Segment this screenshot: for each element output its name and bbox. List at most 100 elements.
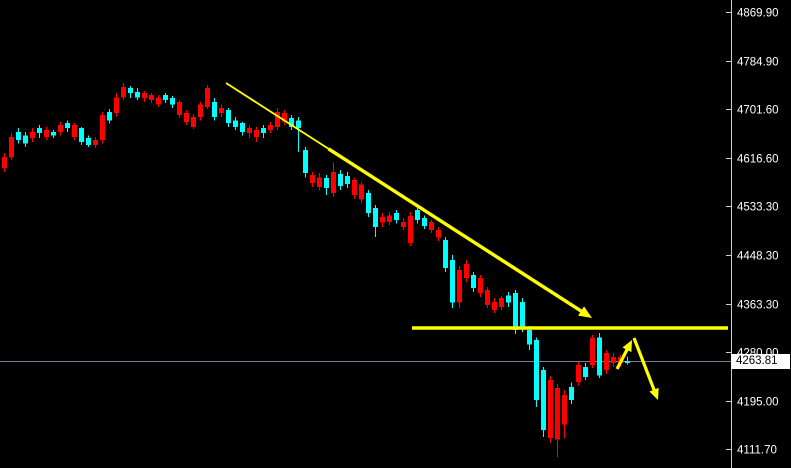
candle-body (506, 295, 511, 303)
current-price-label: 4263.81 (731, 354, 790, 369)
candle (205, 85, 210, 109)
trendline-thin-segment[interactable] (225, 82, 329, 150)
arrow-shaft[interactable] (632, 337, 657, 395)
descending-trendline[interactable] (225, 82, 592, 318)
candle-body (464, 264, 469, 278)
candle-body (226, 109, 231, 124)
axis-tick-label: 4448.30 (737, 251, 779, 263)
candle (492, 298, 497, 314)
candle (93, 136, 98, 148)
candle (443, 237, 448, 273)
candle (352, 177, 357, 200)
candle (548, 375, 553, 444)
candle (457, 265, 462, 308)
candle-body (345, 176, 350, 185)
candle (170, 96, 175, 109)
candle (471, 272, 476, 292)
candle-body (562, 394, 567, 425)
candle (597, 333, 602, 379)
candle-body (443, 240, 448, 269)
candle-body (338, 173, 343, 186)
candle (121, 82, 126, 101)
candle-body (289, 117, 294, 128)
candles-layer (2, 82, 630, 457)
candle-body (135, 92, 140, 98)
candle-body (611, 356, 616, 364)
candle (541, 367, 546, 437)
candle-body (261, 127, 266, 133)
candle (219, 104, 224, 117)
candle (247, 124, 252, 139)
candle-body (191, 116, 196, 128)
candle-body (93, 139, 98, 146)
candle-body (380, 216, 385, 223)
candle (478, 275, 483, 297)
candle-body (583, 367, 588, 377)
candle (450, 254, 455, 308)
candle (2, 153, 7, 173)
candle (226, 108, 231, 128)
arrow-head[interactable] (649, 387, 659, 400)
candle (107, 108, 112, 124)
axis-tick-label: 4363.30 (737, 300, 779, 312)
candle (142, 90, 147, 102)
candle-body (387, 215, 392, 223)
candle (555, 383, 560, 457)
price-axis[interactable]: 4869.90 4784.90 4701.60 4616.60 4533.30 4448.… (726, 0, 779, 468)
candle-body (282, 112, 287, 123)
candle (499, 295, 504, 311)
candle (275, 108, 280, 131)
candle (261, 124, 266, 139)
candle-body (254, 130, 259, 137)
candle-body (275, 112, 280, 128)
candle-body (429, 222, 434, 231)
candle-body (156, 97, 161, 105)
candle-body (212, 101, 217, 117)
candle-body (163, 94, 168, 101)
candle (9, 132, 14, 160)
candle (345, 172, 350, 189)
candle-body (590, 337, 595, 365)
candle (625, 356, 630, 365)
candle-body (219, 108, 224, 113)
candle-body (485, 290, 490, 306)
candle-body (625, 360, 630, 364)
candle-body (86, 138, 91, 146)
arrow-head[interactable] (622, 340, 632, 353)
candle (331, 162, 336, 197)
candle-body (478, 277, 483, 293)
candle (289, 115, 294, 131)
trendline-thick-segment[interactable] (327, 147, 587, 316)
candle-body (576, 364, 581, 383)
candle-body (597, 337, 602, 376)
candle (394, 210, 399, 224)
candle (184, 109, 189, 125)
axis-tick-label: 4701.60 (737, 105, 779, 117)
candle-body (513, 292, 518, 330)
candle-body (23, 135, 28, 144)
candle (44, 127, 49, 140)
candle (387, 211, 392, 226)
candle (233, 116, 238, 131)
axis-tick-label: 4111.70 (737, 445, 777, 457)
candle (240, 122, 245, 136)
candle-body (324, 177, 329, 189)
candle (366, 189, 371, 217)
candle-body (310, 174, 315, 184)
candle (58, 122, 63, 136)
drop-down-arrow[interactable] (632, 337, 659, 400)
candle (37, 124, 42, 139)
candle (65, 120, 70, 132)
axis-tick-label: 4784.90 (737, 57, 779, 69)
candle-body (331, 172, 336, 193)
bounce-up-arrow[interactable] (615, 340, 632, 370)
candle-body (415, 210, 420, 220)
candle-body (303, 150, 308, 174)
arrow-shaft[interactable] (615, 345, 631, 370)
candle-body (58, 124, 63, 132)
trendline-arrowhead[interactable] (578, 306, 592, 318)
candle (506, 291, 511, 307)
candle-body (79, 127, 84, 143)
candle (177, 100, 182, 118)
